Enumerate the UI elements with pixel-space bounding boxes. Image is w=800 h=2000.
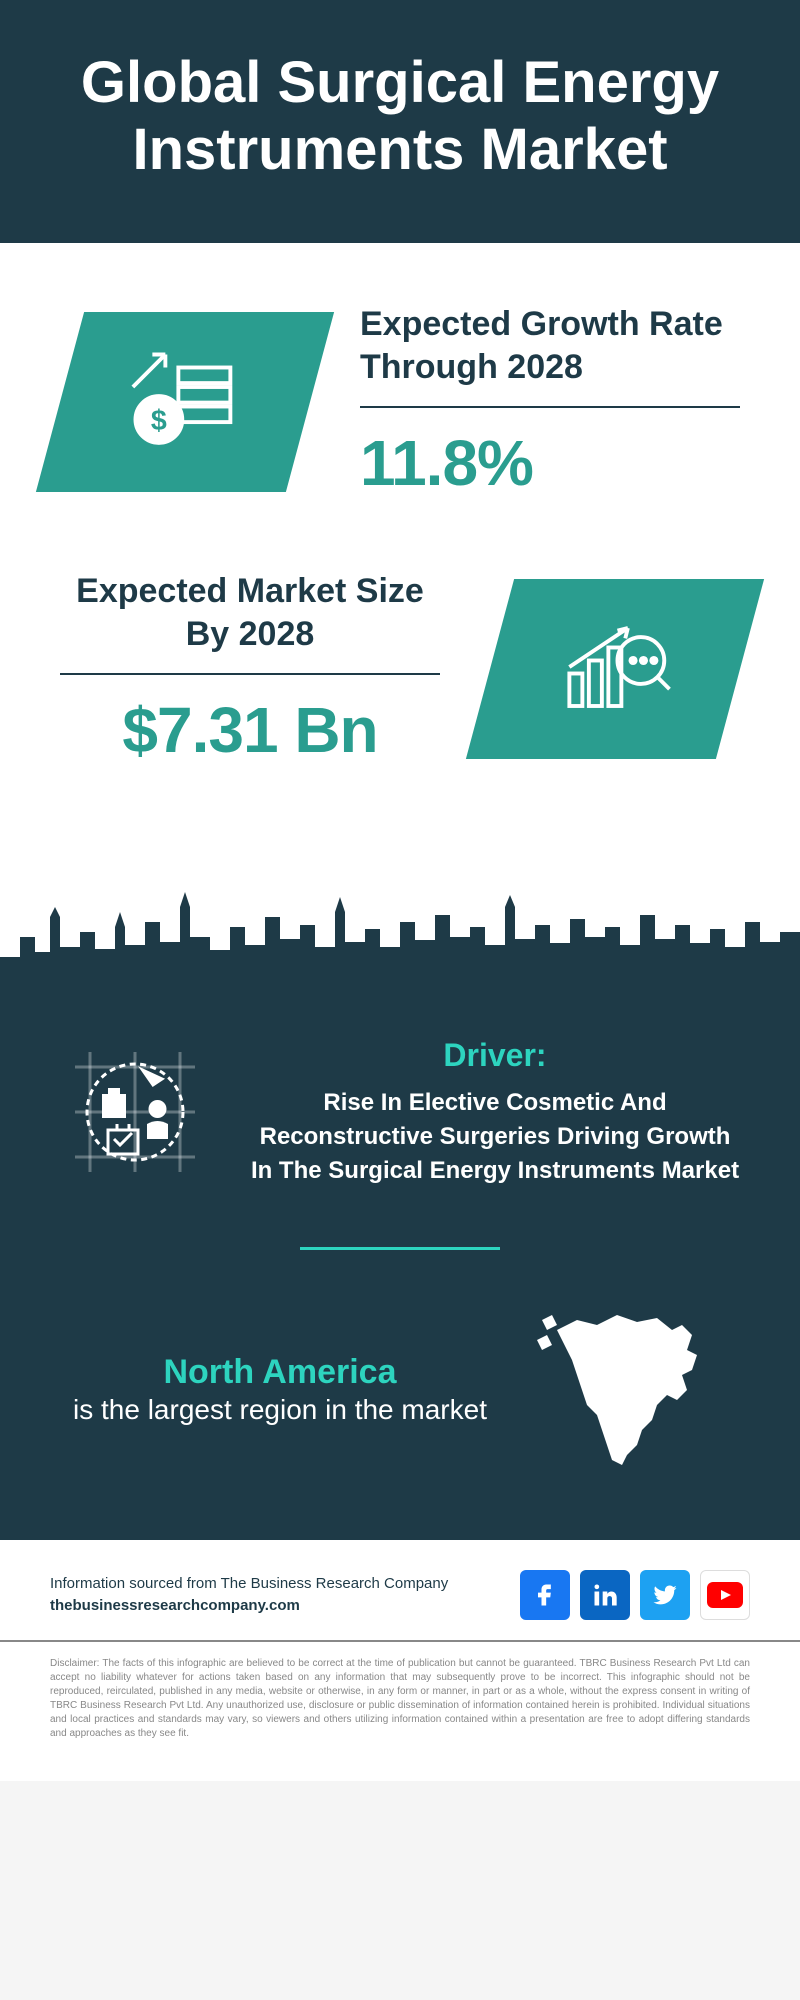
stats-section: $ Expected Growth Rate Through 2028 11.8… [0, 243, 800, 877]
main-title: Global Surgical Energy Instruments Marke… [40, 50, 760, 183]
money-growth-icon: $ [120, 334, 250, 469]
section-divider [300, 1247, 500, 1250]
footer-source-line: Information sourced from The Business Re… [50, 1573, 448, 1596]
growth-icon-box: $ [36, 312, 334, 492]
driver-row: Driver: Rise In Elective Cosmetic And Re… [60, 1037, 740, 1187]
market-label: Expected Market Size By 2028 [60, 570, 440, 675]
market-icon-box [466, 579, 764, 759]
stat-row-growth: $ Expected Growth Rate Through 2028 11.8… [60, 303, 740, 500]
north-america-map-icon [527, 1300, 727, 1480]
stat-row-market-size: Expected Market Size By 2028 $7.31 Bn [60, 570, 740, 767]
region-row: North America is the largest region in t… [60, 1300, 740, 1480]
facebook-icon[interactable] [520, 1570, 570, 1620]
youtube-icon[interactable] [700, 1570, 750, 1620]
growth-text: Expected Growth Rate Through 2028 11.8% [360, 303, 740, 500]
driver-heading: Driver: [250, 1037, 740, 1074]
footer-url: thebusinessresearchcompany.com [50, 1595, 448, 1618]
driver-icon [60, 1037, 210, 1187]
footer: Information sourced from The Business Re… [0, 1540, 800, 1642]
driver-text: Driver: Rise In Elective Cosmetic And Re… [250, 1037, 740, 1187]
dark-section: Driver: Rise In Elective Cosmetic And Re… [0, 997, 800, 1540]
social-icons [520, 1570, 750, 1620]
infographic-container: Global Surgical Energy Instruments Marke… [0, 0, 800, 1781]
disclaimer-text: Disclaimer: The facts of this infographi… [0, 1642, 800, 1781]
market-text: Expected Market Size By 2028 $7.31 Bn [60, 570, 440, 767]
linkedin-icon[interactable] [580, 1570, 630, 1620]
growth-label: Expected Growth Rate Through 2028 [360, 303, 740, 408]
growth-value: 11.8% [360, 426, 740, 500]
driver-body: Rise In Elective Cosmetic And Reconstruc… [250, 1086, 740, 1187]
market-value: $7.31 Bn [60, 693, 440, 767]
region-name: North America [73, 1353, 487, 1392]
skyline-divider [0, 877, 800, 997]
header: Global Surgical Energy Instruments Marke… [0, 0, 800, 243]
chart-analysis-icon [550, 601, 680, 736]
footer-attribution: Information sourced from The Business Re… [50, 1573, 448, 1618]
svg-text:$: $ [151, 404, 167, 436]
region-description: is the largest region in the market [73, 1392, 487, 1428]
twitter-icon[interactable] [640, 1570, 690, 1620]
region-text: North America is the largest region in t… [73, 1353, 487, 1428]
